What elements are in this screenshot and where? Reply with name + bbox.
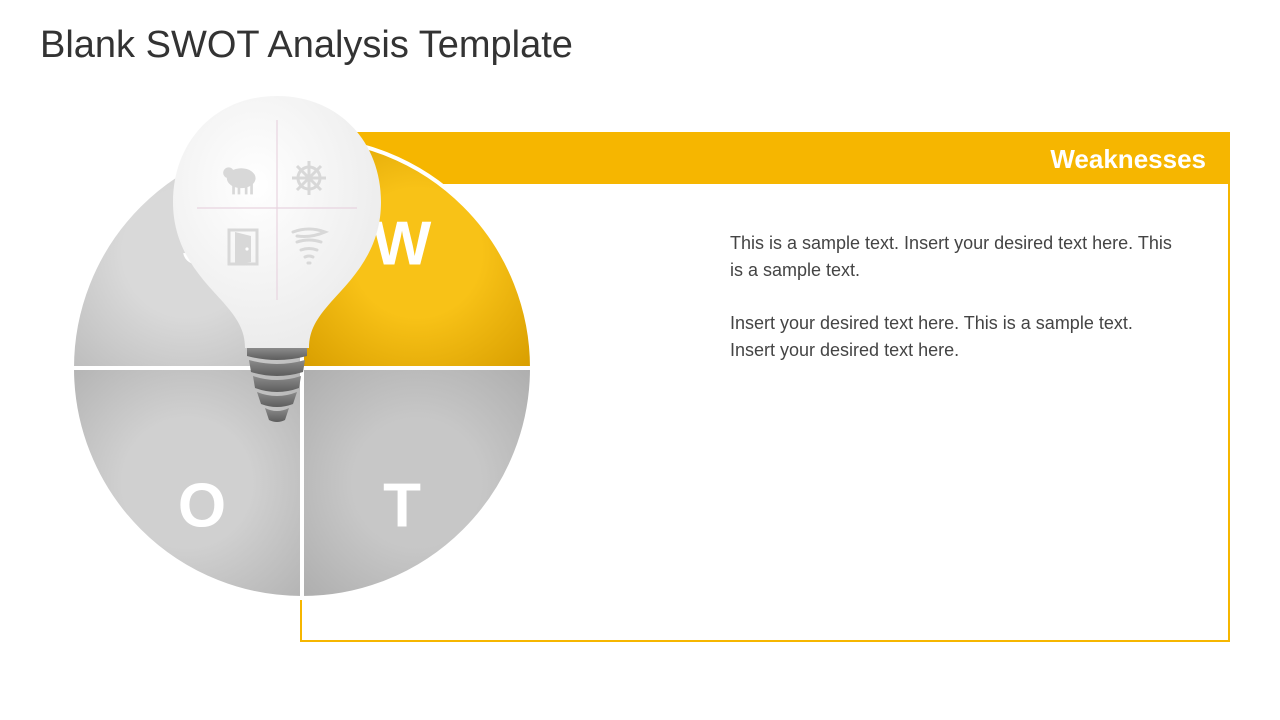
quadrant-label-o: O (178, 471, 226, 540)
panel-heading: Weaknesses (1050, 144, 1206, 175)
lightbulb (167, 90, 387, 430)
bulb-screw (247, 348, 307, 422)
quadrant-label-t: T (383, 471, 421, 540)
panel-paragraph-2: Insert your desired text here. This is a… (730, 310, 1172, 364)
helm-icon (292, 161, 326, 195)
slide: Blank SWOT Analysis Template Weaknesses … (0, 0, 1280, 720)
panel-paragraph-1: This is a sample text. Insert your desir… (730, 230, 1172, 284)
slide-title: Blank SWOT Analysis Template (40, 24, 573, 67)
